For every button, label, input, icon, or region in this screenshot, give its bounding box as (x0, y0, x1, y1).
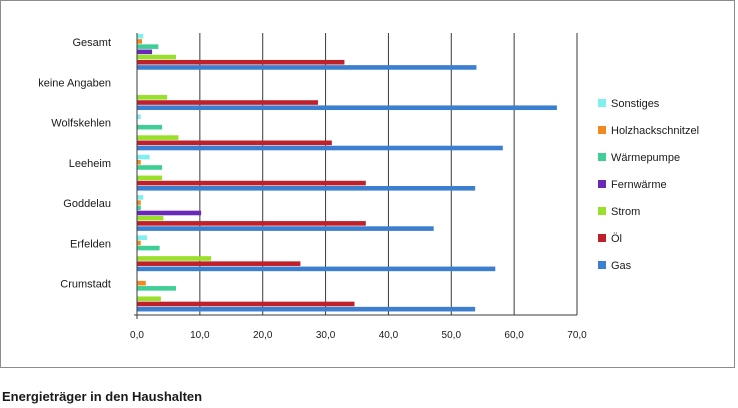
chart-frame (0, 0, 735, 368)
bar-öl-erfelden (137, 261, 301, 266)
category-label: Goddelau (63, 198, 111, 210)
bar-strom-crumstadt (137, 296, 161, 302)
x-tick-label: 30,0 (316, 330, 336, 341)
category-label: keine Angaben (38, 77, 111, 89)
bar-gas-erfelden (137, 266, 496, 272)
bar-strom-wolfskehlen (137, 135, 179, 140)
legend-label: Sonstiges (611, 98, 660, 110)
legend-label: Öl (611, 233, 622, 245)
legend-label: Strom (611, 206, 640, 218)
bar-strom-gesamt (137, 54, 176, 60)
bar-öl-leeheim (137, 180, 366, 186)
bar-holzhackschnitzel-leeheim (137, 160, 141, 165)
x-tick-label: 70,0 (567, 330, 587, 341)
legend-swatch (598, 126, 606, 134)
bar-gas-leeheim (137, 186, 476, 191)
bar-strom-erfelden (137, 256, 212, 261)
chart-caption: Energieträger in den Haushalten (2, 389, 203, 404)
legend: Sonstiges Holzhackschnitzel Wärmepumpe Fern… (598, 98, 699, 272)
x-tick-label: 10,0 (190, 330, 210, 341)
legend-swatch (598, 99, 606, 107)
bar-öl-keine-angaben (137, 100, 319, 105)
bar-fernwärme-goddelau (137, 210, 202, 216)
category-labels: Gesamt keine Angaben Wolfskehlen Leeheim God… (38, 37, 111, 291)
bar-sonstiges-wolfskehlen (137, 114, 141, 120)
bar-strom-leeheim (137, 175, 163, 181)
bar-gas-gesamt (137, 65, 477, 70)
bar-öl-goddelau (137, 221, 366, 226)
category-label: Gesamt (72, 37, 111, 49)
x-tick-label: 0,0 (130, 330, 144, 341)
legend-label: Wärmepumpe (611, 152, 680, 164)
bar-öl-gesamt (137, 59, 345, 65)
bar-chart: Gesamt keine Angaben Wolfskehlen Leeheim God… (38, 33, 699, 341)
bar-holzhackschnitzel-crumstadt (137, 280, 146, 286)
bar-wärmepumpe-leeheim (137, 165, 163, 170)
bar-holzhackschnitzel-erfelden (137, 240, 141, 246)
bar-gas-keine-angaben (137, 105, 557, 111)
category-label: Wolfskehlen (51, 118, 111, 130)
category-label: Leeheim (69, 158, 111, 170)
legend-label: Gas (611, 260, 632, 272)
category-label: Erfelden (70, 238, 111, 250)
bars (137, 33, 557, 312)
bar-öl-wolfskehlen (137, 140, 332, 146)
legend-swatch (598, 207, 606, 215)
legend-label: Fernwärme (611, 179, 667, 191)
tick-labels: 0,0 10,0 20,0 30,0 40,0 50,0 60,0 70,0 (130, 330, 587, 341)
bar-wärmepumpe-gesamt (137, 44, 159, 49)
bar-fernwärme-gesamt (137, 49, 153, 55)
category-label: Crumstadt (60, 279, 111, 291)
legend-swatch (598, 234, 606, 242)
legend-swatch (598, 153, 606, 161)
bar-wärmepumpe-erfelden (137, 245, 160, 251)
legend-label: Holzhackschnitzel (611, 125, 699, 137)
x-tick-label: 20,0 (253, 330, 273, 341)
bar-holzhackschnitzel-gesamt (137, 39, 143, 44)
bar-sonstiges-erfelden (137, 235, 148, 240)
bar-öl-crumstadt (137, 301, 355, 307)
x-tick-label: 50,0 (442, 330, 462, 341)
bar-wärmepumpe-crumstadt (137, 286, 176, 291)
bar-gas-wolfskehlen (137, 145, 503, 151)
bar-wärmepumpe-goddelau (137, 205, 141, 211)
bar-gas-goddelau (137, 226, 434, 231)
bar-sonstiges-goddelau (137, 195, 144, 200)
bar-holzhackschnitzel-goddelau (137, 200, 141, 205)
bar-strom-keine-angaben (137, 95, 168, 100)
grid-lines (199, 33, 578, 315)
bar-sonstiges-gesamt (137, 33, 144, 39)
axes (134, 33, 577, 319)
bar-sonstiges-leeheim (137, 154, 150, 160)
x-tick-label: 60,0 (504, 330, 524, 341)
legend-swatch (598, 261, 606, 269)
bar-gas-crumstadt (137, 306, 476, 312)
legend-swatch (598, 180, 606, 188)
bar-strom-goddelau (137, 215, 164, 221)
x-tick-label: 40,0 (379, 330, 399, 341)
bar-wärmepumpe-wolfskehlen (137, 124, 163, 130)
